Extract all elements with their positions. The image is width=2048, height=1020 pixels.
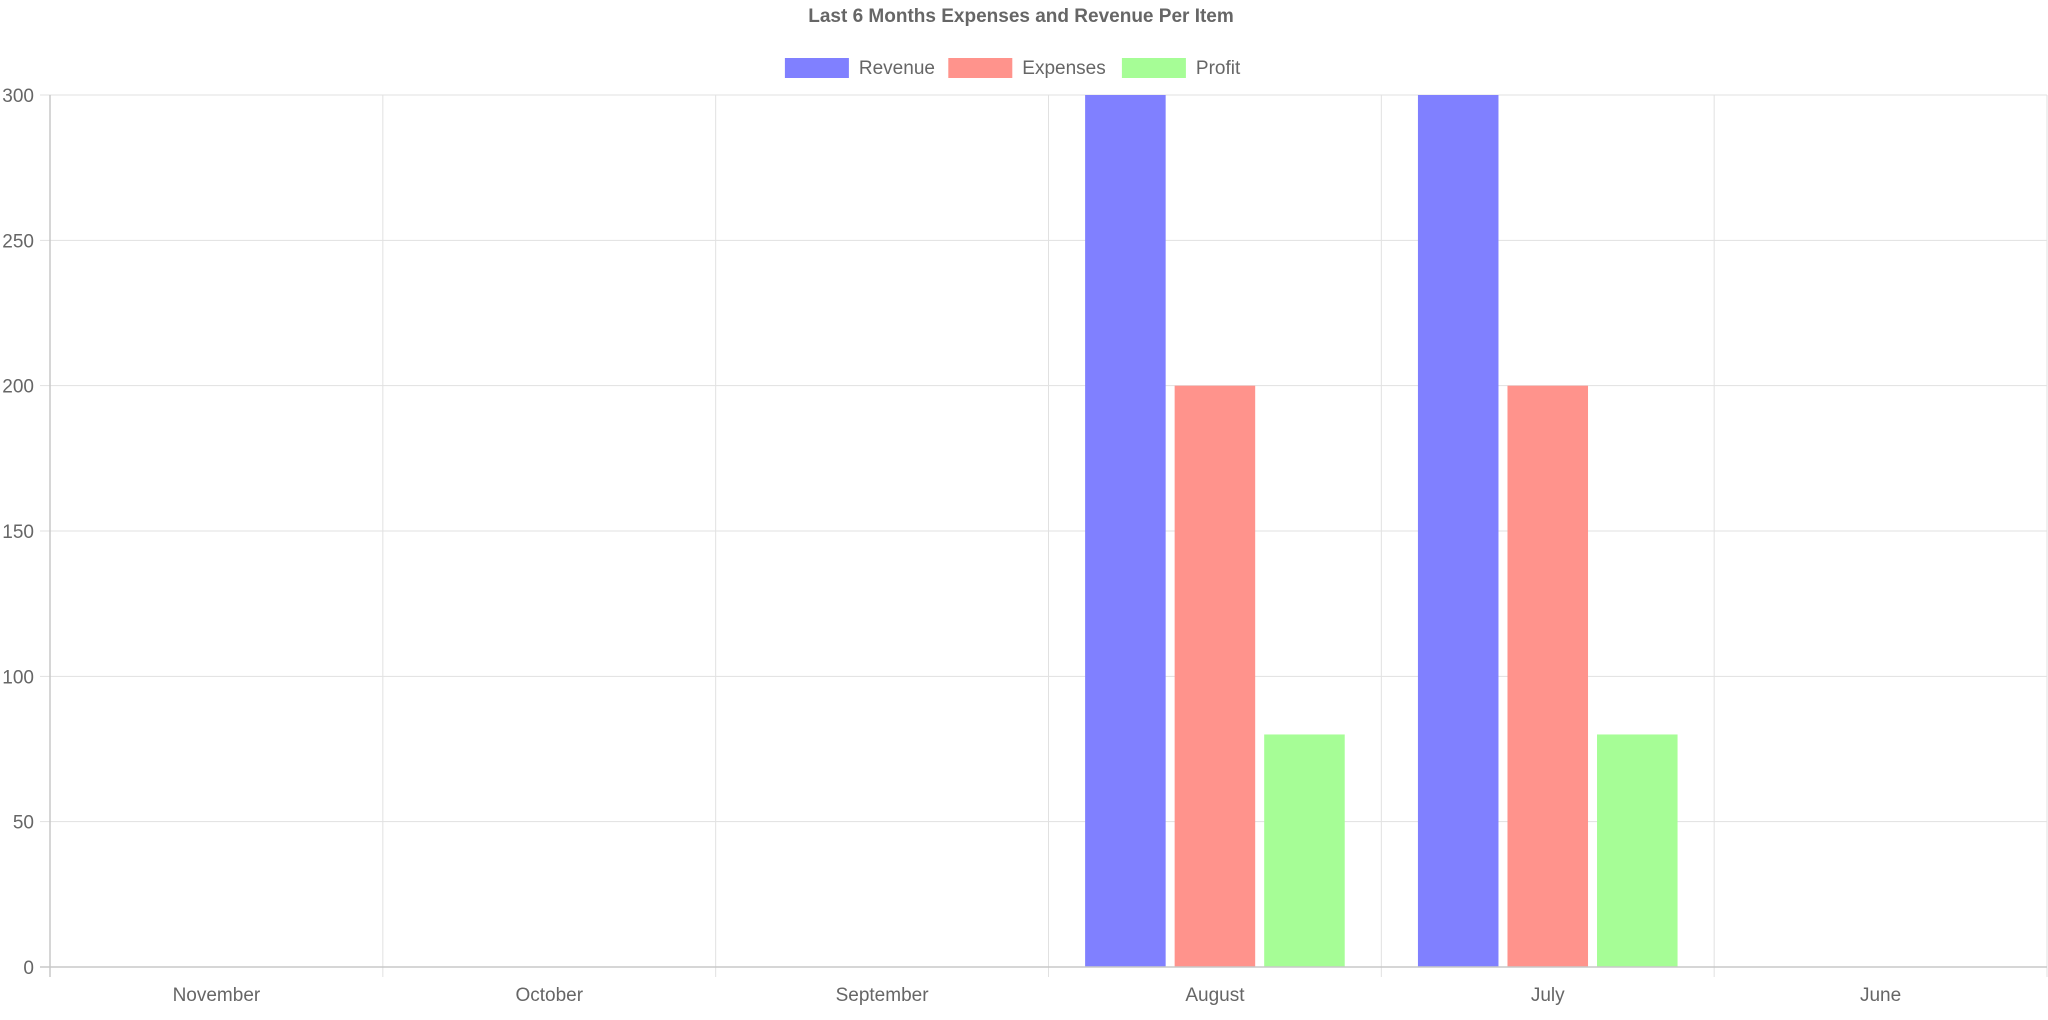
bar-profit-august[interactable]: [1264, 734, 1345, 967]
x-tick-label-september: September: [836, 985, 930, 1006]
y-tick-label: 50: [13, 813, 34, 834]
bar-profit-july[interactable]: [1597, 734, 1678, 967]
legend-label-expenses: Expenses: [1022, 58, 1105, 79]
y-tick-label: 150: [2, 522, 34, 543]
legend-item-profit[interactable]: Profit: [1121, 58, 1241, 79]
tick-labels: 0 50 100 150 200 250 300 November October Septemb…: [2, 86, 1901, 1006]
y-tick-label: 200: [2, 377, 34, 398]
y-tick-label: 250: [2, 231, 34, 252]
bar-revenue-july[interactable]: [1417, 95, 1499, 967]
bar-expenses-july[interactable]: [1507, 385, 1589, 968]
legend-swatch-revenue: [784, 58, 849, 78]
bar-expenses-august[interactable]: [1174, 385, 1256, 968]
legend[interactable]: Revenue Expenses Profit: [784, 58, 1241, 79]
legend-item-expenses[interactable]: Expenses: [948, 58, 1106, 79]
axes: [40, 95, 2047, 977]
x-tick-label-october: October: [515, 985, 583, 1006]
y-tick-label: 300: [2, 86, 34, 107]
x-tick-label-november: November: [173, 985, 261, 1006]
chart-title: Last 6 Months Expenses and Revenue Per I…: [808, 6, 1234, 27]
legend-swatch-expenses: [948, 58, 1013, 78]
y-tick-label: 0: [23, 958, 34, 979]
bar-revenue-august[interactable]: [1085, 95, 1166, 967]
x-tick-label-june: June: [1860, 985, 1901, 1006]
legend-swatch-profit: [1121, 58, 1186, 78]
legend-item-revenue[interactable]: Revenue: [784, 58, 935, 79]
grid: [40, 94, 2048, 977]
legend-label-revenue: Revenue: [859, 58, 935, 79]
x-tick-label-july: July: [1531, 985, 1565, 1006]
bars: [1085, 95, 1678, 968]
legend-label-profit: Profit: [1196, 58, 1241, 79]
x-tick-label-august: August: [1185, 985, 1245, 1006]
y-tick-label: 100: [2, 667, 34, 688]
